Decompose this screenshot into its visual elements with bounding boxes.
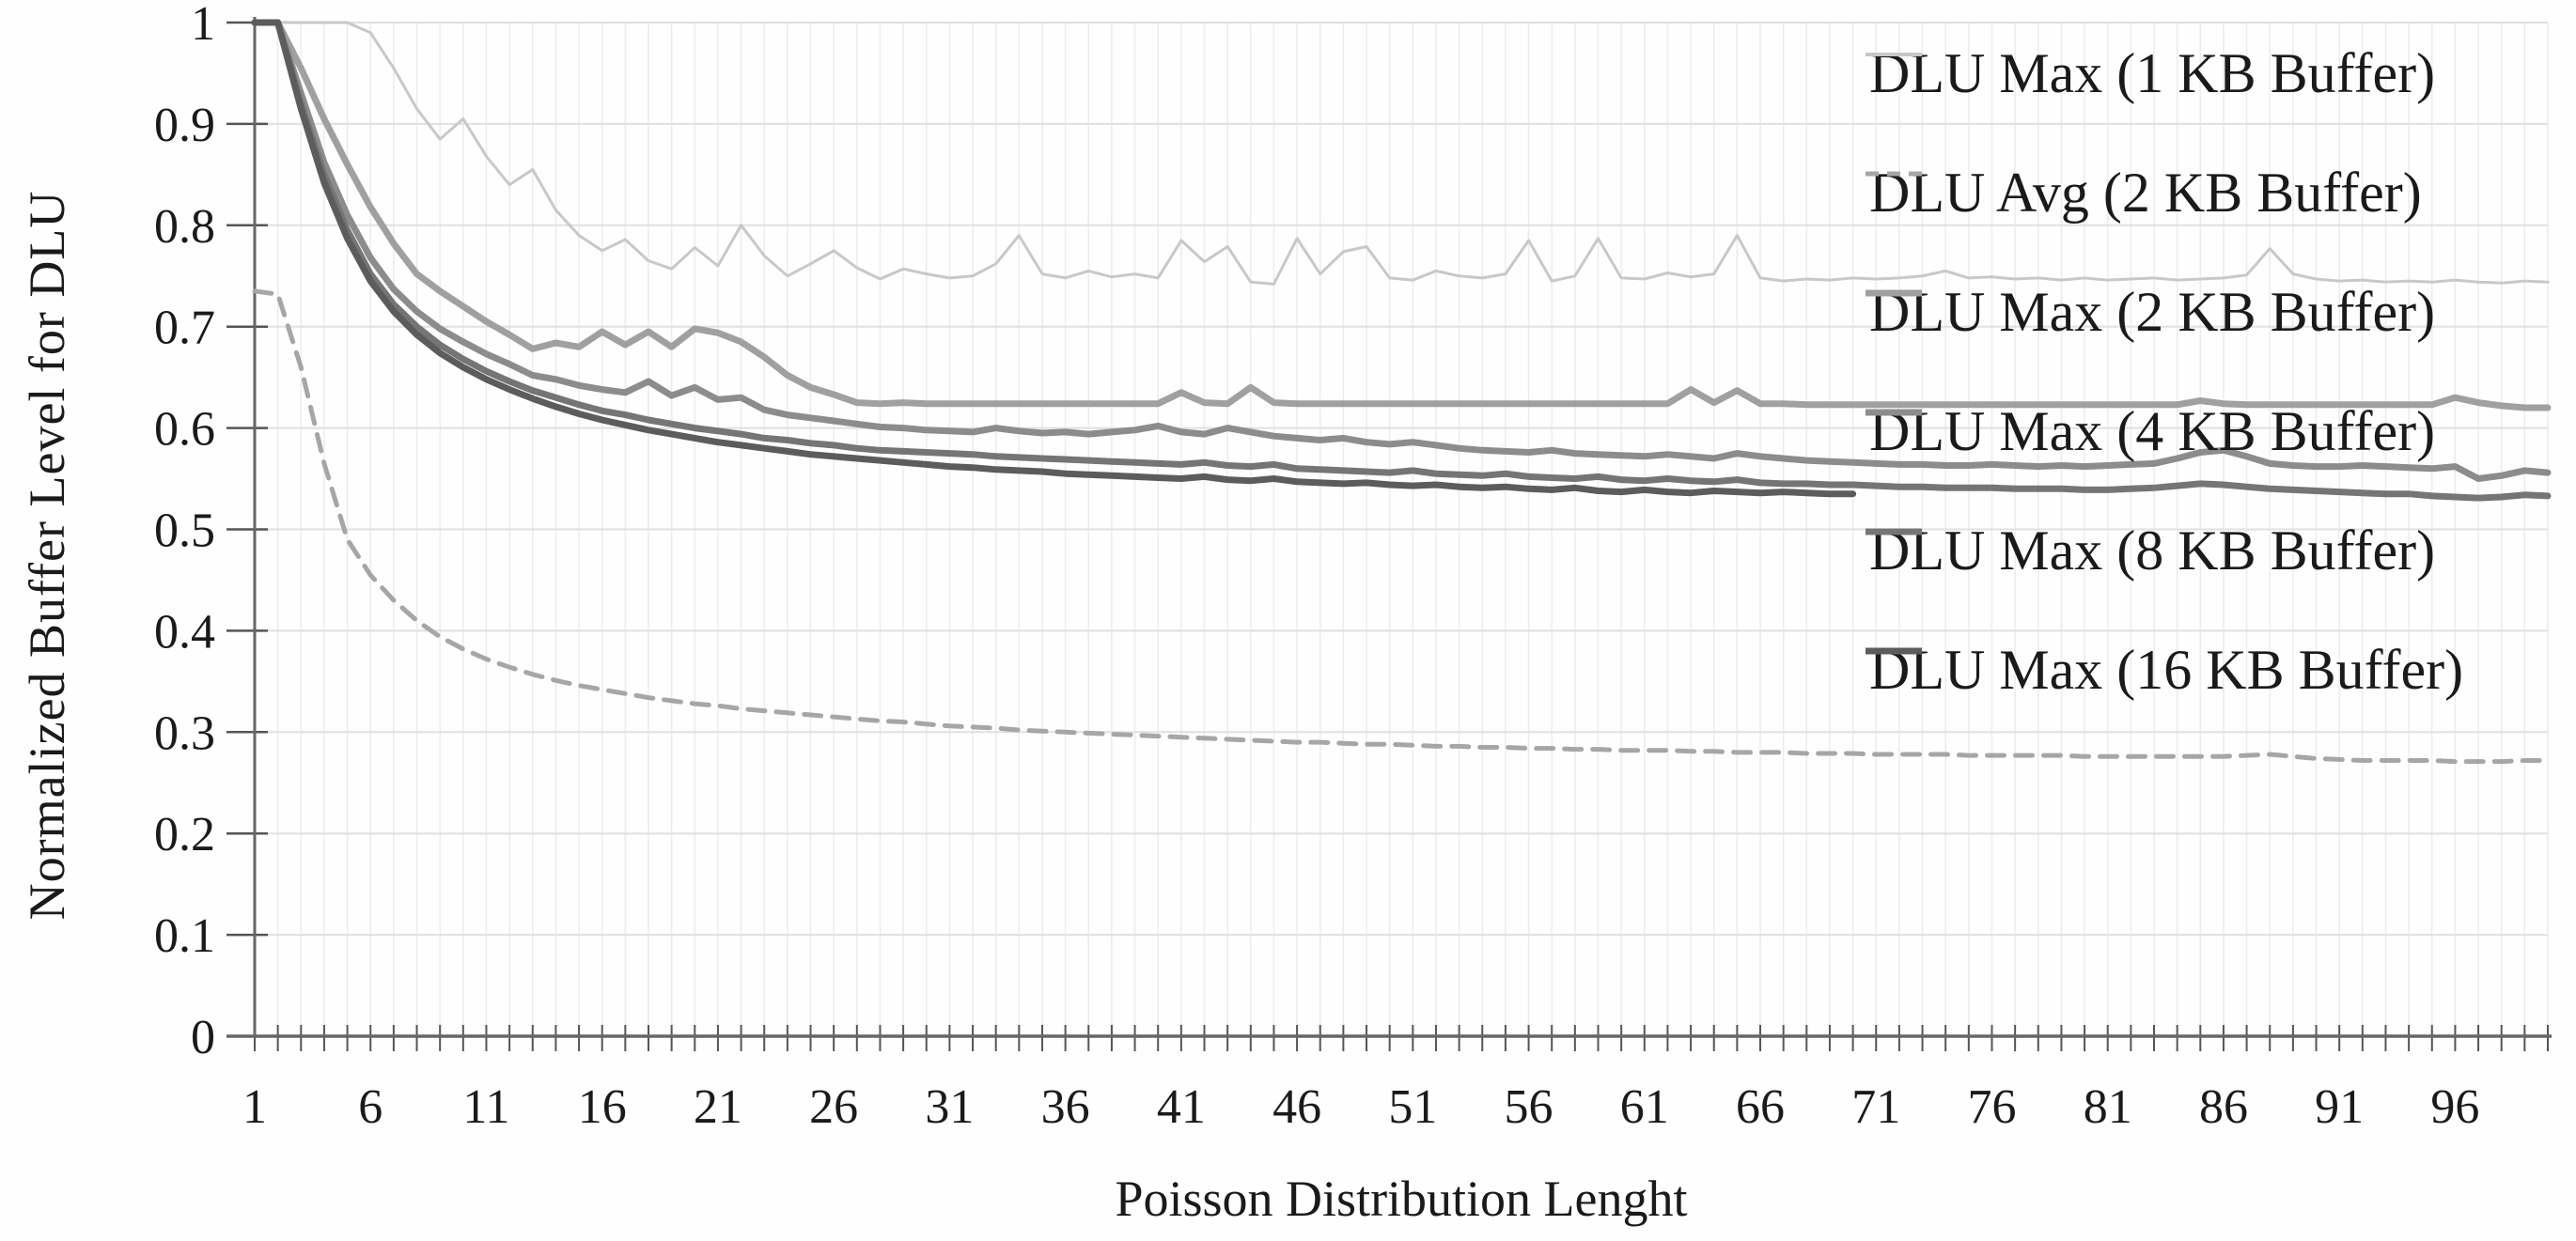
legend-item-dlu-max-8-kb-buffer: DLU Max (8 KB Buffer) (1864, 522, 2435, 579)
legend-label: DLU Max (4 KB Buffer) (1869, 400, 2436, 462)
x-tick-label: 51 (1388, 1080, 1437, 1134)
y-tick-label: 1 (191, 0, 215, 51)
legend-line-swatch-dlu-max-4-kb-buffer (1866, 409, 1922, 416)
legend-item-dlu-max-4-kb-buffer: DLU Max (4 KB Buffer) (1864, 403, 2435, 459)
legend-label: DLU Max (2 KB Buffer) (1869, 281, 2436, 343)
x-tick-label: 26 (809, 1080, 858, 1134)
x-tick-label: 16 (578, 1080, 627, 1134)
y-tick-label: 0.9 (154, 99, 215, 152)
x-tick-label: 46 (1272, 1080, 1321, 1134)
series-line-dlu-max-2-kb-buffer (251, 19, 2552, 411)
legend-line-swatch-dlu-max-2-kb-buffer (1866, 289, 1922, 297)
legend-label: DLU Max (1 KB Buffer) (1869, 42, 2436, 104)
legend-item-dlu-avg-2-kb-buffer: DLU Avg (2 KB Buffer) (1864, 164, 2422, 221)
legend-line-swatch-dlu-avg-2-kb-buffer (1866, 171, 1922, 177)
y-tick-label: 0.8 (154, 200, 215, 254)
series-line-dlu-max-16-kb-buffer (251, 19, 1857, 498)
x-tick-label: 71 (1851, 1080, 1900, 1134)
x-tick-label: 66 (1736, 1080, 1785, 1134)
x-tick-label: 96 (2430, 1080, 2479, 1134)
x-tick-label: 21 (694, 1080, 742, 1134)
x-tick-label: 11 (462, 1080, 509, 1134)
series-line-dlu-avg-2-kb-buffer (252, 288, 2551, 765)
x-tick-label: 41 (1157, 1080, 1206, 1134)
y-tick-label: 0.2 (154, 808, 215, 861)
legend-item-dlu-max-2-kb-buffer: DLU Max (2 KB Buffer) (1864, 284, 2435, 340)
x-tick-label: 6 (358, 1080, 382, 1134)
x-tick-label: 36 (1041, 1080, 1090, 1134)
series-line-dlu-max-8-kb-buffer (251, 19, 2552, 502)
legend-line-swatch-dlu-max-1-kb-buffer (1866, 53, 1922, 56)
legend-line-swatch-dlu-max-8-kb-buffer (1866, 528, 1922, 535)
y-tick-label: 0.5 (154, 504, 215, 558)
legend-line-swatch-dlu-max-16-kb-buffer (1866, 647, 1922, 655)
x-tick-label: 91 (2315, 1080, 2364, 1134)
y-tick-label: 0.1 (154, 909, 215, 963)
y-tick-label: 0.6 (154, 403, 215, 457)
legend-label: DLU Avg (2 KB Buffer) (1869, 162, 2422, 224)
series-line-dlu-max-4-kb-buffer (251, 19, 2552, 482)
x-tick-label: 86 (2199, 1080, 2248, 1134)
legend-item-dlu-max-1-kb-buffer: DLU Max (1 KB Buffer) (1864, 45, 2435, 101)
legend-label: DLU Max (8 KB Buffer) (1869, 520, 2436, 582)
y-tick-label: 0.4 (154, 605, 215, 659)
y-axis-title: Normalized Buffer Level for DLU (19, 190, 75, 921)
legend-label: DLU Max (16 KB Buffer) (1869, 639, 2464, 701)
y-tick-label: 0.7 (154, 302, 215, 355)
series-line-dlu-max-1-kb-buffer (253, 21, 2550, 286)
x-tick-label: 56 (1505, 1080, 1553, 1134)
x-tick-label: 81 (2084, 1080, 2132, 1134)
x-tick-label: 76 (1967, 1080, 2016, 1134)
y-tick-label: 0.3 (154, 706, 215, 760)
x-axis-title: Poisson Distribution Lenght (1115, 1171, 1688, 1227)
x-tick-label: 31 (925, 1080, 974, 1134)
y-tick-label: 0 (191, 1011, 215, 1064)
x-tick-label: 61 (1620, 1080, 1669, 1134)
x-tick-label: 1 (242, 1080, 267, 1134)
legend-item-dlu-max-16-kb-buffer: DLU Max (16 KB Buffer) (1864, 642, 2463, 698)
